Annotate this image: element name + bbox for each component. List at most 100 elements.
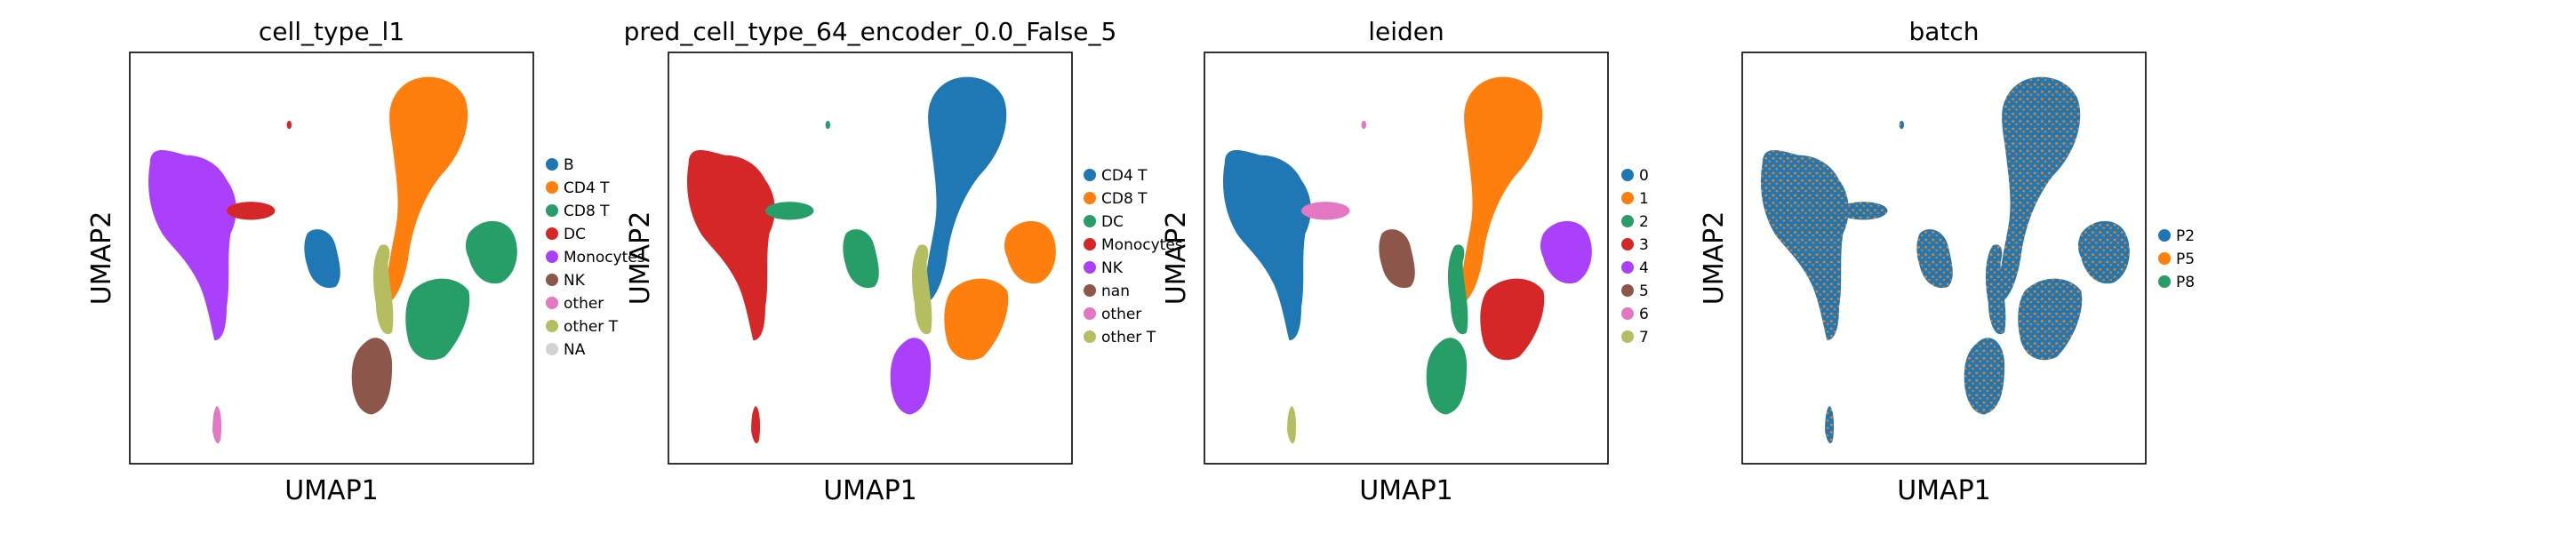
legend-label: P5 <box>2176 251 2195 268</box>
legend-marker <box>1621 215 1634 227</box>
cluster-bottom-center <box>1426 338 1468 415</box>
legend-marker <box>1621 307 1634 320</box>
legend-label: CD8 T <box>564 203 610 220</box>
legend-label: 4 <box>1639 259 1649 277</box>
cluster-mix-mid-small <box>1916 229 1953 289</box>
legend-marker <box>2158 252 2171 265</box>
legend-label: P8 <box>2176 274 2195 291</box>
legend-marker <box>2158 229 2171 242</box>
legend-marker <box>1084 238 1096 251</box>
legend-label: other <box>564 295 604 313</box>
panel-title: batch <box>1908 17 1979 46</box>
cluster-left-arm <box>764 202 814 220</box>
cluster-mix-center-lower <box>2018 278 2083 361</box>
legend-marker <box>546 297 558 309</box>
legend-label: NK <box>564 272 586 290</box>
legend-label: Monocytes <box>1101 236 1183 254</box>
cluster-tiny-top <box>825 120 831 130</box>
legend-label: other T <box>564 318 619 336</box>
legend-marker <box>1084 284 1096 297</box>
legend-label: 5 <box>1639 282 1649 300</box>
legend-label: B <box>564 156 574 174</box>
cluster-center-lower <box>944 278 1009 361</box>
legend-marker <box>1621 192 1634 204</box>
legend-marker <box>546 227 558 240</box>
cluster-tiny-top <box>286 120 292 130</box>
panel-title: leiden <box>1368 17 1444 46</box>
legend-marker <box>546 343 558 355</box>
legend-label: 1 <box>1639 190 1649 208</box>
legend-label: 2 <box>1639 213 1649 231</box>
cluster-upper-stalk <box>925 76 1007 304</box>
legend-label: 7 <box>1639 329 1649 346</box>
cluster-center-small <box>372 244 394 335</box>
legend-marker <box>1084 215 1096 227</box>
cluster-mix-left-arm <box>1838 202 1888 220</box>
y-axis-label: UMAP2 <box>625 211 656 306</box>
cluster-upper-stalk <box>387 76 468 304</box>
legend-marker <box>546 181 558 194</box>
legend-label: 6 <box>1639 306 1649 323</box>
x-axis-label: UMAP1 <box>1897 475 1991 506</box>
cluster-mix-right-blob <box>2077 220 2130 284</box>
scatter-area <box>1222 76 1592 444</box>
cluster-mix-bottom-tiny <box>1825 406 1835 444</box>
legend-marker <box>1621 330 1634 343</box>
cluster-left-large <box>148 149 236 341</box>
y-axis-label: UMAP2 <box>86 211 117 306</box>
cluster-mid-small <box>304 229 340 289</box>
cluster-right-blob <box>1004 220 1056 284</box>
y-axis-label: UMAP2 <box>1699 211 1730 306</box>
cluster-left-arm <box>226 202 276 220</box>
cluster-tiny-top <box>1361 120 1367 130</box>
cluster-mix-tiny-top <box>1899 120 1905 130</box>
plot-frame <box>129 52 534 465</box>
plot-frame <box>1204 52 1609 465</box>
plot-frame <box>668 52 1073 465</box>
legend-label: DC <box>564 226 586 243</box>
cluster-mid-small <box>1379 229 1415 289</box>
cluster-bottom-tiny <box>212 406 222 444</box>
cluster-mix-upper-stalk <box>1999 76 2081 304</box>
cluster-center-lower <box>405 278 470 361</box>
cluster-center-lower <box>1480 278 1545 361</box>
cluster-bottom-tiny <box>1287 406 1297 444</box>
legend-marker <box>1084 261 1096 274</box>
legend-marker <box>546 158 558 171</box>
legend-marker <box>1621 261 1634 274</box>
legend-marker <box>1084 169 1096 181</box>
panel-title: pred_cell_type_64_encoder_0.0_False_5 <box>624 17 1117 46</box>
legend-label: other T <box>1101 329 1156 346</box>
legend-label: NA <box>564 341 586 359</box>
legend-marker <box>2158 275 2171 288</box>
legend-label: DC <box>1101 213 1124 231</box>
cluster-bottom-center <box>351 338 393 415</box>
cluster-left-arm <box>1300 202 1350 220</box>
legend-marker <box>1084 192 1096 204</box>
legend-marker <box>546 274 558 286</box>
x-axis-label: UMAP1 <box>1359 475 1453 506</box>
legend-label: CD4 T <box>564 179 610 197</box>
scatter-area <box>148 76 517 444</box>
cluster-bottom-center <box>890 338 932 415</box>
legend-marker <box>1084 330 1096 343</box>
cluster-bottom-tiny <box>751 406 761 444</box>
cluster-center-small <box>1447 244 1468 335</box>
cluster-center-small <box>911 244 932 335</box>
y-axis-label: UMAP2 <box>1161 211 1192 306</box>
cluster-mid-small <box>843 229 879 289</box>
legend-marker <box>1621 169 1634 181</box>
cluster-mix-center-small <box>1985 244 2006 335</box>
legend-label: P2 <box>2176 227 2195 245</box>
plot-frame <box>1741 52 2147 465</box>
scatter-area <box>1760 76 2130 444</box>
legend-marker <box>1621 238 1634 251</box>
legend-label: nan <box>1101 282 1130 300</box>
cluster-mix-left-large <box>1760 149 1849 341</box>
cluster-right-blob <box>465 220 517 284</box>
legend-label: 0 <box>1639 167 1649 185</box>
legend-marker <box>546 204 558 217</box>
cluster-left-large <box>1222 149 1311 341</box>
legend-marker <box>546 251 558 263</box>
